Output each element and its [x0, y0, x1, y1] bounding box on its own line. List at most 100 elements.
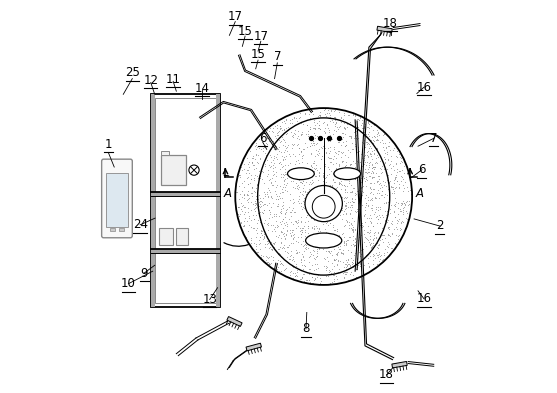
- Point: [351, 191, 360, 197]
- Point: [259, 201, 268, 208]
- Point: [300, 257, 309, 263]
- Point: [319, 119, 328, 125]
- Point: [294, 219, 303, 225]
- Point: [351, 143, 360, 149]
- Point: [237, 188, 246, 194]
- Point: [339, 124, 348, 130]
- Point: [281, 207, 290, 213]
- Point: [255, 172, 263, 178]
- Point: [249, 224, 258, 231]
- Point: [282, 180, 291, 187]
- Point: [377, 235, 386, 242]
- Point: [329, 272, 338, 278]
- Point: [259, 253, 268, 259]
- Point: [250, 206, 258, 212]
- Point: [361, 233, 370, 240]
- Point: [321, 196, 330, 202]
- Point: [367, 219, 375, 226]
- Point: [287, 263, 296, 269]
- Point: [346, 135, 355, 141]
- Point: [399, 219, 408, 225]
- Point: [359, 189, 368, 195]
- Point: [252, 185, 261, 191]
- Point: [323, 138, 332, 144]
- Point: [384, 172, 393, 178]
- Point: [377, 191, 385, 198]
- Point: [268, 214, 277, 220]
- Point: [243, 191, 252, 197]
- Point: [331, 149, 340, 156]
- Point: [276, 210, 285, 217]
- Point: [289, 234, 297, 241]
- Point: [324, 204, 333, 210]
- Point: [345, 133, 354, 139]
- Point: [361, 219, 370, 225]
- Point: [278, 218, 287, 224]
- Point: [252, 142, 261, 148]
- Point: [296, 170, 305, 176]
- Point: [319, 170, 328, 176]
- Point: [384, 232, 393, 239]
- Point: [339, 264, 348, 270]
- Point: [256, 252, 265, 259]
- Point: [341, 268, 350, 275]
- Point: [278, 142, 287, 149]
- Point: [288, 134, 297, 140]
- Point: [338, 159, 347, 165]
- Point: [399, 205, 408, 211]
- Point: [350, 227, 359, 233]
- Text: 9: 9: [140, 266, 148, 280]
- Point: [369, 147, 378, 153]
- Point: [286, 209, 295, 215]
- Point: [260, 234, 269, 240]
- Point: [353, 206, 362, 212]
- Text: 16: 16: [417, 292, 432, 305]
- Point: [253, 144, 262, 151]
- Point: [361, 130, 370, 137]
- Point: [360, 133, 369, 139]
- Point: [304, 132, 312, 139]
- Point: [315, 118, 324, 125]
- Point: [374, 154, 383, 160]
- Point: [257, 142, 266, 149]
- Point: [331, 185, 340, 191]
- Point: [306, 181, 315, 187]
- Point: [268, 125, 277, 131]
- Point: [267, 146, 276, 152]
- Point: [373, 173, 382, 179]
- Point: [255, 217, 264, 223]
- Point: [256, 234, 265, 240]
- Point: [304, 207, 313, 213]
- Point: [370, 150, 379, 156]
- Point: [291, 184, 300, 191]
- Point: [353, 149, 361, 155]
- Point: [316, 280, 325, 286]
- Point: [313, 253, 322, 259]
- Point: [365, 141, 374, 147]
- Point: [308, 164, 317, 171]
- Point: [296, 119, 305, 126]
- Point: [328, 182, 336, 188]
- Point: [274, 213, 283, 219]
- Point: [345, 177, 354, 184]
- Point: [266, 180, 275, 186]
- Point: [282, 153, 291, 159]
- Point: [295, 136, 304, 142]
- Point: [349, 198, 358, 205]
- Point: [317, 209, 326, 215]
- Point: [393, 236, 402, 242]
- Point: [306, 205, 315, 211]
- Point: [319, 119, 328, 126]
- Point: [321, 229, 330, 235]
- Point: [253, 210, 262, 216]
- Point: [367, 169, 376, 176]
- Point: [319, 193, 328, 199]
- Point: [375, 206, 384, 212]
- Point: [390, 214, 399, 220]
- Point: [233, 211, 242, 217]
- Point: [292, 272, 301, 278]
- Point: [363, 251, 372, 257]
- Point: [276, 240, 285, 246]
- Point: [377, 163, 386, 169]
- Point: [349, 129, 358, 135]
